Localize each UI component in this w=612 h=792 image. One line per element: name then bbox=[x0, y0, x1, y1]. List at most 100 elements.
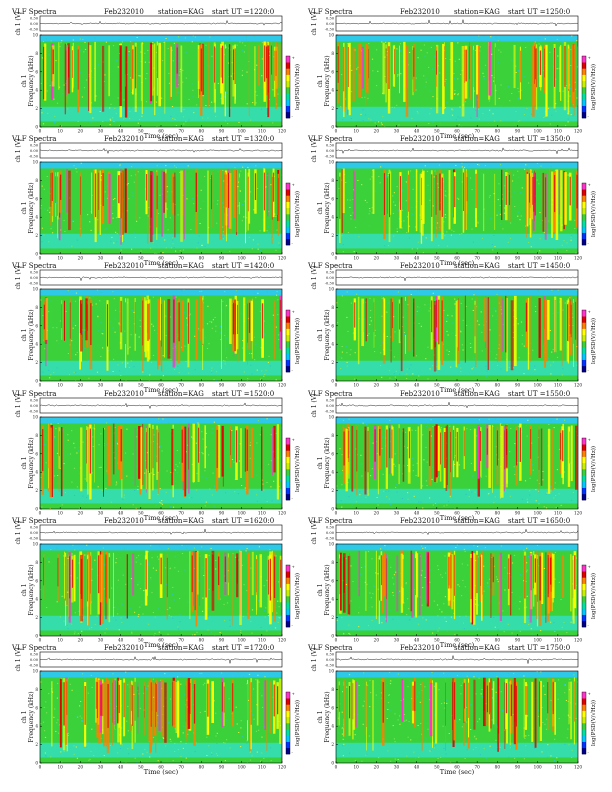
colorbar-segment bbox=[286, 347, 290, 354]
panel-start-time: start UT =1750:0 bbox=[508, 644, 570, 652]
x-tick-label: 80 bbox=[199, 511, 205, 516]
noise-speck bbox=[59, 745, 61, 747]
noise-speck bbox=[254, 359, 256, 361]
noise-speck bbox=[572, 492, 574, 493]
noise-speck bbox=[409, 619, 411, 621]
noise-speck bbox=[354, 72, 356, 74]
noise-speck bbox=[153, 635, 155, 636]
noise-speck bbox=[420, 723, 422, 724]
noise-speck bbox=[278, 486, 280, 488]
noise-speck bbox=[460, 371, 462, 373]
noise-speck bbox=[369, 679, 371, 681]
noise-speck bbox=[196, 247, 198, 249]
noise-speck bbox=[504, 589, 506, 591]
y-tick-label: 8 bbox=[331, 51, 334, 56]
noise-speck bbox=[191, 41, 193, 43]
noise-speck bbox=[170, 616, 172, 618]
waveform-tick-label: 0.00 bbox=[30, 149, 39, 153]
colorbar-segment bbox=[286, 493, 290, 501]
noise-speck bbox=[547, 756, 549, 758]
noise-speck bbox=[461, 726, 463, 728]
noise-speck bbox=[381, 123, 383, 125]
noise-speck bbox=[399, 611, 401, 613]
noise-speck bbox=[276, 294, 278, 296]
noise-speck bbox=[177, 214, 179, 216]
y-tick-label: 4 bbox=[35, 215, 38, 220]
colorbar-label: log(PSD(V/√Hz)) bbox=[294, 573, 301, 619]
noise-speck bbox=[347, 330, 349, 332]
noise-speck bbox=[71, 553, 73, 555]
noise-speck bbox=[341, 357, 343, 359]
noise-speck bbox=[157, 722, 159, 724]
y-tick-label: 0 bbox=[331, 125, 334, 130]
noise-speck bbox=[349, 354, 351, 356]
x-tick-label: 60 bbox=[454, 383, 460, 388]
noise-speck bbox=[425, 738, 427, 740]
noise-speck bbox=[268, 163, 270, 165]
noise-speck bbox=[57, 732, 60, 734]
spectrogram-high-band bbox=[40, 417, 282, 424]
noise-speck bbox=[63, 84, 65, 86]
waveform-tick-label: 0.00 bbox=[326, 149, 335, 153]
sferic-streak bbox=[120, 680, 122, 745]
noise-speck bbox=[570, 114, 572, 116]
panel-date: Feb232010 bbox=[400, 644, 440, 652]
noise-speck bbox=[403, 445, 405, 447]
sferic-core bbox=[71, 559, 74, 588]
noise-speck bbox=[576, 289, 578, 291]
noise-speck bbox=[465, 615, 467, 617]
noise-speck bbox=[362, 109, 364, 111]
noise-speck bbox=[386, 718, 388, 719]
noise-speck bbox=[358, 612, 360, 614]
colorbar-tick-label: - bbox=[588, 368, 590, 373]
noise-speck bbox=[88, 742, 90, 743]
noise-speck bbox=[172, 60, 174, 62]
colorbar-tick-label: - bbox=[292, 750, 294, 755]
colorbar-segment bbox=[582, 322, 586, 329]
waveform-tick-label: 0.30 bbox=[326, 653, 335, 657]
noise-speck bbox=[62, 595, 64, 597]
x-tick-label: 30 bbox=[98, 511, 104, 516]
sferic-core bbox=[60, 174, 62, 200]
noise-speck bbox=[437, 183, 439, 185]
noise-speck bbox=[535, 311, 537, 313]
noise-speck bbox=[436, 222, 439, 224]
noise-speck bbox=[517, 120, 519, 122]
sferic-core bbox=[486, 428, 488, 455]
noise-speck bbox=[230, 75, 232, 77]
noise-speck bbox=[115, 112, 117, 114]
sferic-streak bbox=[483, 173, 485, 232]
noise-speck bbox=[360, 567, 363, 568]
noise-speck bbox=[475, 109, 477, 111]
noise-speck bbox=[48, 54, 50, 56]
noise-speck bbox=[550, 755, 552, 757]
noise-speck bbox=[381, 41, 383, 43]
sferic-streak bbox=[163, 171, 165, 213]
spectrogram-image bbox=[40, 35, 282, 127]
noise-speck bbox=[116, 233, 118, 235]
sferic-core bbox=[515, 430, 518, 466]
noise-speck bbox=[138, 693, 140, 695]
noise-speck bbox=[71, 481, 73, 483]
noise-speck bbox=[373, 586, 375, 587]
x-tick-label: 30 bbox=[98, 383, 104, 388]
noise-speck bbox=[501, 710, 503, 711]
noise-speck bbox=[80, 218, 82, 220]
noise-speck bbox=[430, 46, 432, 48]
noise-speck bbox=[553, 296, 555, 298]
y-tick-label: 2 bbox=[35, 488, 38, 493]
sferic-core bbox=[506, 428, 508, 455]
noise-speck bbox=[166, 208, 168, 210]
noise-speck bbox=[405, 431, 407, 433]
noise-speck bbox=[464, 101, 467, 103]
noise-speck bbox=[174, 555, 177, 557]
noise-speck bbox=[500, 356, 502, 358]
noise-speck bbox=[211, 55, 213, 57]
sferic-streak bbox=[151, 44, 154, 96]
sferic-core bbox=[273, 684, 275, 717]
sferic-core bbox=[254, 173, 257, 200]
noise-speck bbox=[429, 113, 431, 115]
noise-speck bbox=[258, 729, 260, 731]
x-tick-label: 10 bbox=[353, 511, 359, 516]
noise-speck bbox=[354, 49, 356, 51]
